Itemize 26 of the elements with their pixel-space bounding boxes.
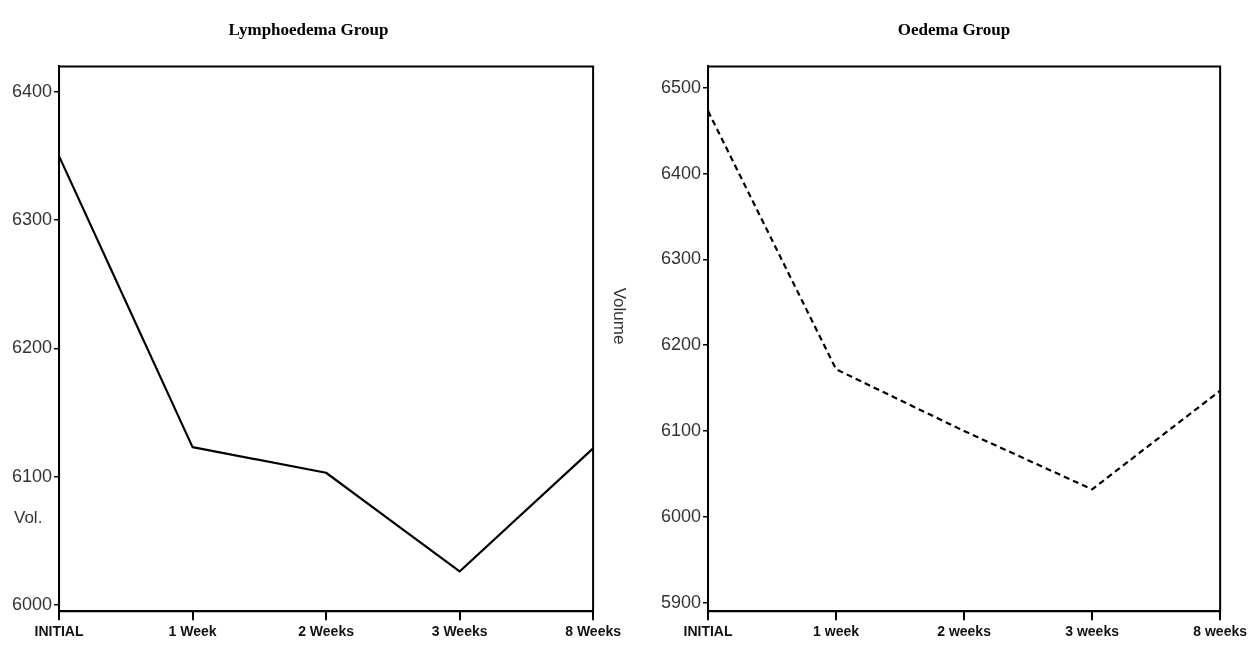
y-axis-title: Vol. xyxy=(14,508,43,528)
x-tick-label: 3 Weeks xyxy=(431,623,488,640)
y-tick-label: 6100 xyxy=(661,420,702,440)
chart-title: Lymphoedema Group xyxy=(228,19,389,39)
y-axis-title: Volume xyxy=(609,287,629,345)
y-tick-label: 6400 xyxy=(661,162,702,183)
x-tick-label: 2 Weeks xyxy=(298,623,355,640)
y-tick-label: 6000 xyxy=(661,505,702,526)
y-tick-label: 5900 xyxy=(661,591,702,612)
x-tick-label: INITIAL xyxy=(683,623,733,640)
y-tick-label: 6400 xyxy=(12,81,53,102)
x-tick-label: 8 Weeks xyxy=(565,623,622,640)
x-tick-label: 8 weeks xyxy=(1193,623,1248,640)
y-tick-label: 6300 xyxy=(661,248,702,269)
chart-title: Oedema Group xyxy=(897,19,1011,39)
y-tick-label: 6100 xyxy=(12,465,53,486)
x-tick-label: 3 weeks xyxy=(1065,623,1120,640)
x-tick-label: INITIAL xyxy=(34,623,84,640)
x-tick-label: 2 weeks xyxy=(937,623,992,640)
y-tick-label: 6500 xyxy=(661,76,702,97)
x-tick-label: 1 Week xyxy=(168,623,217,640)
x-tick-label: 1 week xyxy=(813,623,860,640)
y-tick-label: 6000 xyxy=(12,593,53,614)
y-tick-label: 6300 xyxy=(12,209,53,230)
y-tick-label: 6200 xyxy=(12,337,53,358)
y-tick-label: 6200 xyxy=(661,334,702,355)
